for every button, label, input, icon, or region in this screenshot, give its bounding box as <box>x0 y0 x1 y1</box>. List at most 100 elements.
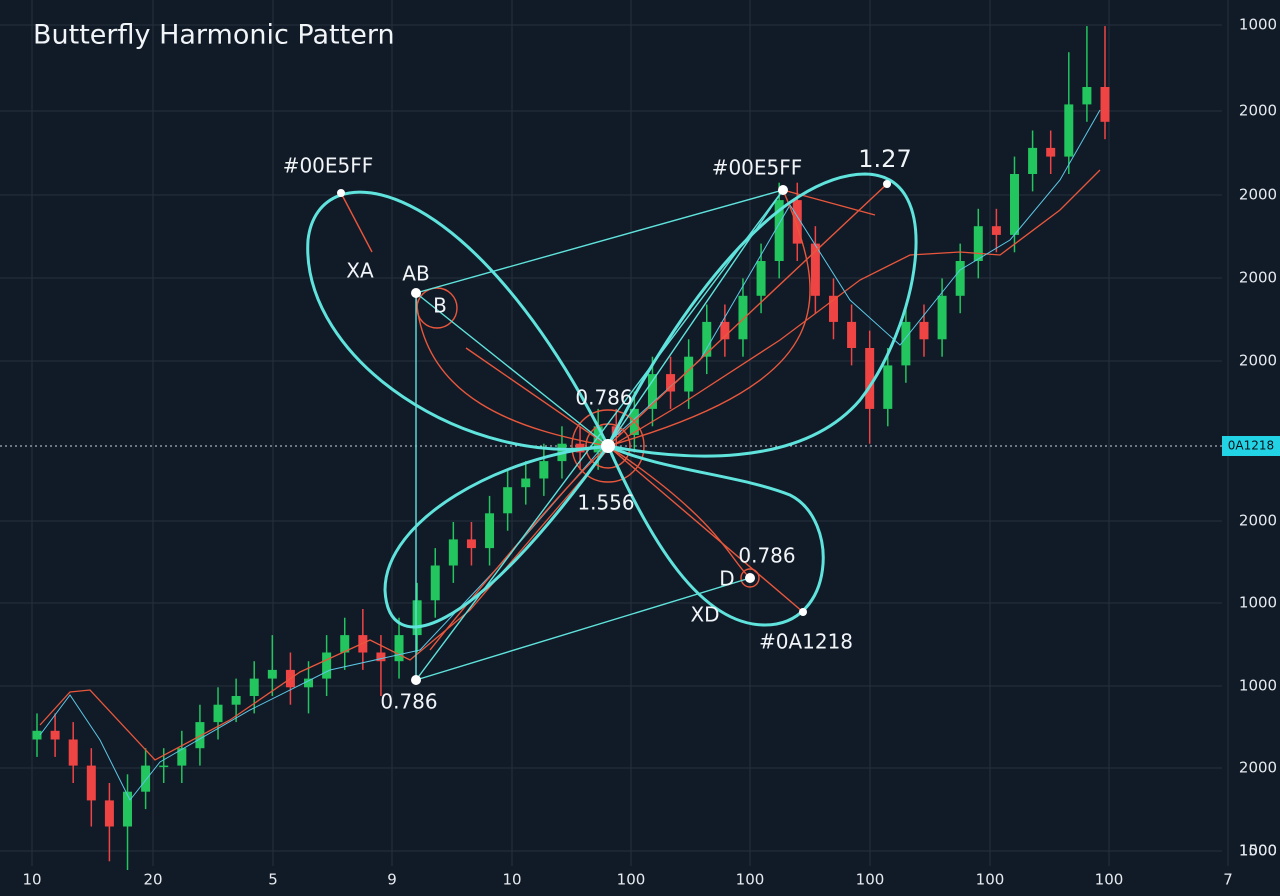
x-tick-label: 100 <box>856 871 885 889</box>
annotation: #00E5FF <box>712 156 803 180</box>
candle-body <box>195 722 205 749</box>
fib-circle <box>571 409 645 483</box>
y-tick-label: 2000 <box>1239 102 1277 120</box>
pivot <box>745 573 755 583</box>
candle-body <box>684 356 694 392</box>
pivot <box>883 180 891 188</box>
candle-body <box>123 791 133 827</box>
price-tag-box <box>1222 436 1280 456</box>
annotation: 1.556 <box>577 491 634 515</box>
candle-body <box>865 348 875 409</box>
candle-body <box>68 739 78 766</box>
annotation: D <box>719 567 734 591</box>
candle-body <box>249 678 259 696</box>
candle-body <box>86 765 96 801</box>
x-tick-label: 9 <box>387 871 397 889</box>
fib-circle <box>740 568 760 588</box>
candle-body <box>738 295 748 340</box>
butterfly <box>306 172 918 629</box>
wing-lower-right <box>605 442 825 627</box>
annotation: XA <box>346 259 374 283</box>
candle-body <box>1100 87 1110 122</box>
fib-line <box>607 189 876 447</box>
candle-body <box>991 226 1001 235</box>
annotation: 0.786 <box>380 690 437 714</box>
candle-body <box>847 321 857 348</box>
leg <box>607 189 784 447</box>
candle-body <box>394 635 404 662</box>
candle-body <box>485 513 495 549</box>
candle-body <box>792 200 802 244</box>
candle-body <box>883 365 893 409</box>
x-tick-label: 100 <box>976 871 1005 889</box>
x-tick-label: 10 <box>22 871 41 889</box>
candle-body <box>159 765 169 768</box>
y-tick-label: 1500 <box>1239 842 1277 860</box>
candle-body <box>647 374 657 409</box>
annotation: AB <box>402 262 429 286</box>
candle-body <box>177 748 187 766</box>
y-tick-label: 1000 <box>1239 677 1277 695</box>
pivot <box>411 288 421 298</box>
pattern-legs <box>415 189 784 681</box>
pivot <box>337 189 345 197</box>
candle-body <box>937 295 947 340</box>
annotation: B <box>433 294 447 318</box>
pivot <box>799 608 807 616</box>
candle-body <box>141 765 151 792</box>
x-tick-label: 100 <box>617 871 646 889</box>
leg <box>415 189 784 681</box>
annotation: 1.27 <box>858 145 911 173</box>
fib-line <box>607 183 888 447</box>
candle-body <box>340 635 350 653</box>
leg <box>415 577 751 681</box>
y-tick-label: 1000 <box>1239 594 1277 612</box>
pivot-points <box>337 180 891 685</box>
wing-upper-left <box>306 190 611 451</box>
candle-body <box>720 321 730 340</box>
annotation: 0.786 <box>738 544 795 568</box>
x-tick-label: 20 <box>143 871 162 889</box>
x-tick-label: 7 <box>1223 871 1233 889</box>
chart-title: Butterfly Harmonic Pattern <box>33 20 395 51</box>
x-tick-label: 100 <box>1095 871 1124 889</box>
candle-body <box>1082 87 1092 105</box>
candle-body <box>231 696 241 705</box>
candle-body <box>1064 104 1074 157</box>
candle-body <box>702 321 712 357</box>
y-tick-label: 2000 <box>1239 186 1277 204</box>
candle-body <box>756 261 766 296</box>
grid <box>0 0 1229 866</box>
price-tag: 0A1218 <box>1228 439 1274 453</box>
candle-body <box>267 669 277 679</box>
candle-body <box>828 295 838 322</box>
candle-body <box>304 678 314 688</box>
wing-upper-right <box>605 172 918 458</box>
y-tick-label: 1000 <box>1239 16 1277 34</box>
candle-body <box>919 321 929 340</box>
x-tick-label: 10 <box>502 871 521 889</box>
ma-slow <box>39 169 1101 761</box>
candle-body <box>376 652 386 662</box>
candles <box>32 26 1110 870</box>
candle-body <box>448 539 458 566</box>
pivot <box>411 675 421 685</box>
candle-body <box>1028 147 1038 174</box>
candle-body <box>50 730 60 740</box>
fib-curve <box>607 445 751 579</box>
y-tick-label: 2000 <box>1239 269 1277 287</box>
fib-curve <box>415 292 609 447</box>
candle-body <box>539 461 549 479</box>
annotation: #00E5FF <box>283 154 374 178</box>
y-tick-label: 2000 <box>1239 512 1277 530</box>
candle-body <box>466 539 476 549</box>
candle-body <box>955 261 965 296</box>
wing-lower-left <box>383 444 612 629</box>
annotation: XD <box>690 603 719 627</box>
candle-body <box>774 200 784 261</box>
candle-body <box>32 730 42 740</box>
